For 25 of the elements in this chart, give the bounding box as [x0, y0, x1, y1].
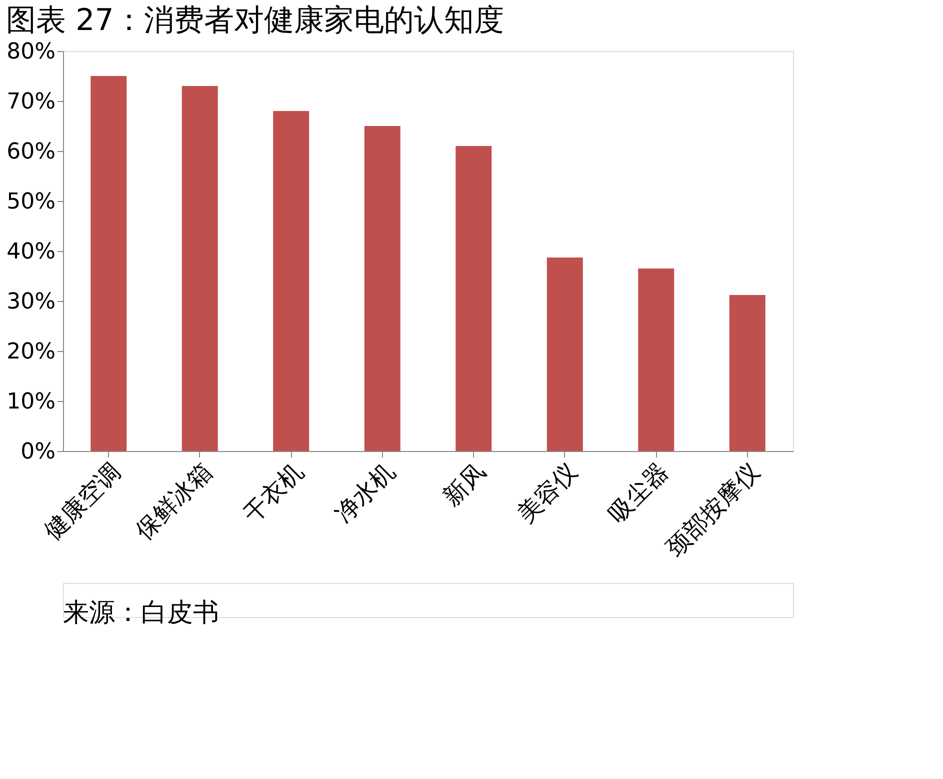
bar: [182, 86, 218, 451]
y-tick-label: 40%: [6, 240, 56, 264]
bar: [729, 295, 766, 451]
bar: [90, 76, 127, 451]
y-tick-label: 10%: [6, 390, 56, 414]
x-tick-label: 净水机: [329, 457, 400, 528]
y-tick-label: 30%: [6, 290, 56, 314]
x-tick-label: 新风: [438, 457, 492, 512]
x-tick-label: 吸尘器: [603, 457, 674, 528]
y-tick-label: 80%: [6, 40, 56, 64]
source-note: 来源：白皮书: [63, 598, 219, 628]
bar: [273, 111, 310, 451]
y-tick-label: 60%: [6, 140, 56, 164]
y-tick-label: 20%: [6, 340, 56, 364]
y-tick-label: 70%: [6, 90, 56, 114]
y-tick-label: 0%: [20, 440, 56, 464]
bar: [546, 258, 583, 451]
x-tick-label: 干衣机: [238, 457, 309, 528]
x-tick-label: 保鲜冰箱: [130, 457, 218, 546]
y-tick-label: 50%: [6, 190, 56, 214]
bar: [456, 146, 492, 451]
bar: [638, 268, 674, 451]
chart-title: 图表 27：消费者对健康家电的认知度: [6, 3, 504, 38]
x-tick-label: 美容仪: [512, 457, 583, 528]
bar: [364, 126, 400, 451]
